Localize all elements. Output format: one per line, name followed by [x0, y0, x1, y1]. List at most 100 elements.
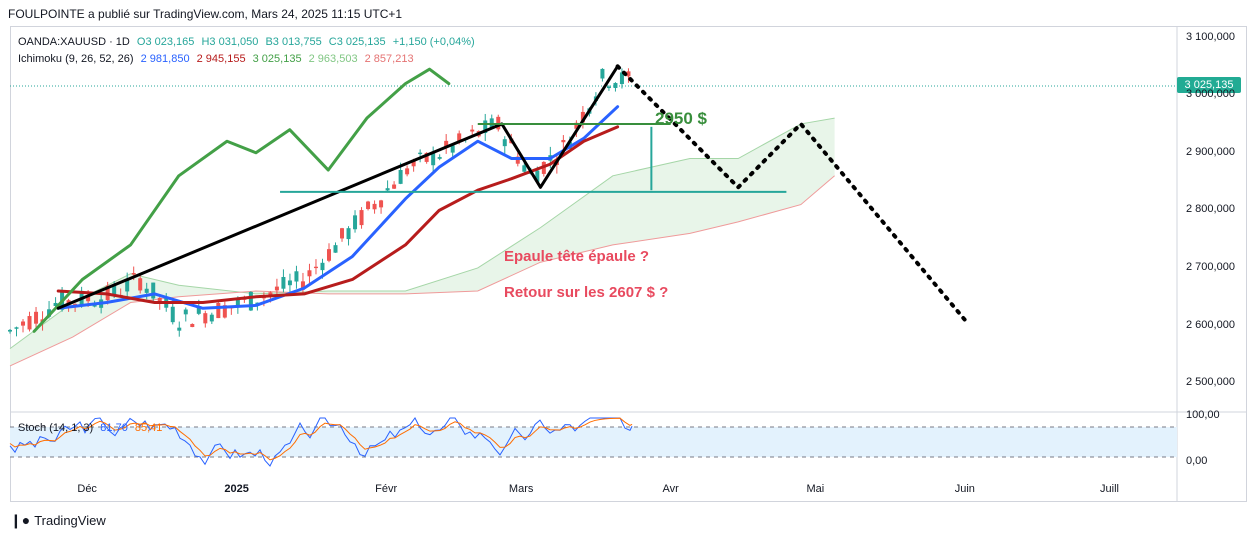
x-tick-label: Avr [662, 483, 679, 495]
symbol-legend[interactable]: OANDA:XAUUSD · 1D O3 023,165 H3 031,050 … [18, 36, 479, 48]
candle-body [138, 278, 143, 291]
candle-body [131, 272, 136, 275]
chikou-line [32, 67, 451, 333]
x-tick-label: Juill [1100, 483, 1119, 495]
candle-body [196, 307, 201, 314]
low-value: B3 013,755 [265, 36, 322, 48]
candle-body [418, 152, 423, 155]
candle-body [619, 72, 624, 85]
candle-body [326, 249, 331, 261]
y-tick-label: 2 900,000 [1186, 145, 1235, 158]
candle-body [177, 327, 182, 331]
candle-body [333, 245, 338, 253]
candle-body [27, 316, 32, 330]
candle-body [73, 303, 78, 305]
stochastic-pane [9, 417, 1177, 467]
candle-body [515, 156, 520, 164]
candle-body [320, 262, 325, 271]
candle-body [294, 271, 299, 282]
projection-line [615, 64, 967, 322]
stoch-band [10, 427, 1177, 457]
tradingview-logo[interactable]: ❙● TradingView [10, 512, 106, 529]
candle-body [346, 228, 351, 240]
candle-body [125, 280, 130, 292]
candle-body [359, 210, 364, 226]
candle-body [8, 329, 12, 332]
candle-body [372, 203, 377, 210]
candle-body [626, 71, 631, 77]
candle-body [86, 296, 91, 302]
candle-body [392, 184, 397, 189]
x-tick-label: Févr [375, 483, 398, 495]
last-price-tag: 3 025,135 [1177, 77, 1241, 93]
candle-body [281, 276, 286, 289]
candle-body [561, 139, 566, 143]
candle-body [235, 299, 240, 306]
level-label: 2950 $ [655, 109, 708, 128]
span-a-line [9, 117, 835, 350]
candle-body [450, 145, 455, 153]
candle-body [613, 83, 618, 89]
candle-body [385, 188, 390, 191]
trend-line [56, 64, 620, 310]
stoch-d-value: 85,41 [134, 422, 163, 434]
change-value: +1,150 (+0,04%) [392, 36, 475, 48]
chart-frame [10, 26, 1247, 502]
chikou-value: 3 025,135 [252, 53, 302, 65]
open-value: O3 023,165 [136, 36, 195, 48]
candle-body [307, 270, 312, 277]
stoch-k-value: 81,70 [100, 422, 128, 434]
x-tick-label: Mai [806, 483, 825, 495]
candle-body [437, 157, 442, 159]
candle-body [222, 305, 227, 318]
candle-body [287, 280, 292, 286]
candle-body [606, 86, 611, 89]
candle-body [431, 151, 436, 166]
indicator-lines [32, 64, 967, 333]
candle-body [405, 168, 410, 175]
ichimoku-legend[interactable]: Ichimoku (9, 26, 52, 26) 2 981,850 2 945… [18, 53, 418, 65]
candle-body [34, 311, 39, 324]
publish-info: FOULPOINTE a publié sur TradingView.com,… [8, 7, 403, 21]
annotation-hs: Epaule tête épaule ? [504, 248, 649, 265]
candle-body [313, 266, 318, 269]
candle-body [170, 306, 175, 323]
candle-body [457, 133, 462, 142]
cloud-fill [10, 118, 835, 366]
drawings: 2950 $ Epaule tête épaule ? Retour sur les… [280, 109, 787, 301]
candle-body [379, 200, 384, 208]
candle-body [574, 122, 579, 129]
candle-body [483, 120, 488, 134]
y-tick-label: 2 600,000 [1186, 318, 1235, 331]
stoch-legend[interactable]: Stoch (14, 1, 3) 81,70 85,41 [18, 422, 166, 434]
y-tick-label: 2 700,000 [1186, 260, 1235, 273]
candle-body [53, 302, 58, 306]
candle-body [157, 297, 162, 302]
candle-body [14, 327, 19, 329]
candle-body [300, 281, 305, 290]
candle-body [580, 111, 585, 123]
close-value: C3 025,135 [328, 36, 386, 48]
candle-body [112, 285, 117, 295]
candle-body [522, 165, 527, 172]
high-value: H3 031,050 [201, 36, 259, 48]
candle-body [209, 314, 214, 322]
stoch-label: Stoch (14, 1, 3) [18, 422, 94, 434]
span-b-line [9, 175, 835, 367]
stoch-k-line [9, 417, 633, 467]
candle-body [248, 291, 253, 311]
x-tick-label: Juin [954, 483, 975, 495]
x-tick-label: Déc [77, 483, 97, 495]
candle-body [92, 304, 97, 307]
candle-body [274, 286, 279, 291]
chart-grid [10, 26, 1247, 502]
candle-body [47, 309, 52, 317]
candle-body [151, 282, 156, 299]
tv-logo-icon: ❙● [10, 512, 31, 528]
candle-body [444, 140, 449, 148]
candle-body [366, 201, 371, 210]
y-tick-label: 2 800,000 [1186, 203, 1235, 216]
candle-body [398, 170, 403, 184]
candle-body [21, 321, 26, 326]
